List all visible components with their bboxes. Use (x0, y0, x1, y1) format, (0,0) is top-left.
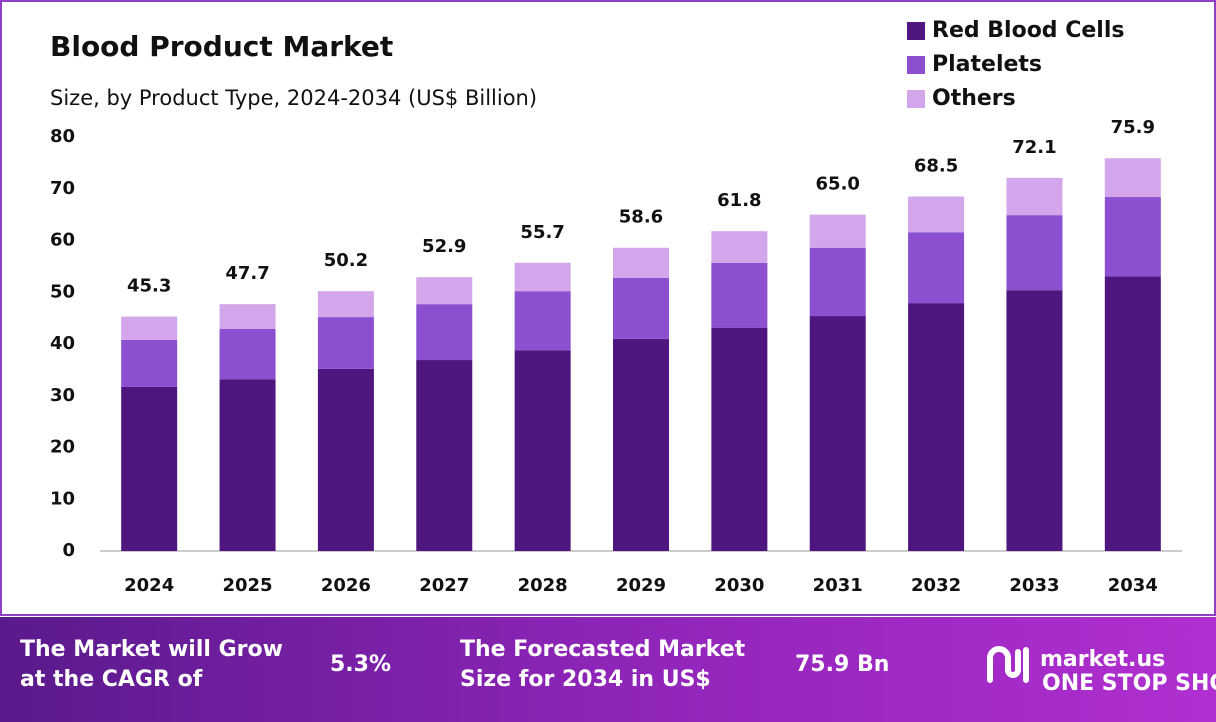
legend-label: Red Blood Cells (932, 18, 1124, 43)
bar-segment (219, 328, 276, 380)
forecast-text: The Forecasted Market (460, 637, 746, 662)
total-label: 65.0 (816, 174, 860, 195)
brand-logo (987, 646, 1029, 683)
bar-segment (908, 196, 965, 233)
bar-segment (809, 316, 866, 551)
bar-segment (1006, 215, 1063, 291)
x-tick-label: 2024 (124, 575, 174, 596)
bar-segment (219, 379, 276, 551)
legend-swatch (907, 22, 925, 40)
bar-segment (514, 350, 571, 551)
y-tick-label: 10 (50, 488, 75, 509)
bar-segment (317, 368, 374, 551)
brand-tagline: ONE STOP SHOP FOR THE REPORTS (1042, 671, 1216, 696)
bar-segment (121, 339, 178, 387)
legend-swatch (907, 90, 925, 108)
chart-subtitle: Size, by Product Type, 2024-2034 (US$ Bi… (50, 86, 537, 110)
total-label: 75.9 (1111, 117, 1155, 138)
x-tick-label: 2026 (321, 575, 371, 596)
bar-segment (219, 304, 276, 329)
bar-segment (711, 262, 768, 328)
bar-segment (908, 232, 965, 304)
bar-segment (121, 386, 178, 551)
bar-segment (416, 277, 473, 305)
total-label: 45.3 (127, 276, 171, 297)
total-label: 61.8 (717, 190, 761, 211)
bar-segment (1006, 290, 1063, 551)
cagr-text: The Market will Grow (20, 637, 283, 662)
y-tick-label: 80 (50, 126, 75, 147)
x-tick-label: 2032 (911, 575, 961, 596)
bar-segment (1104, 197, 1161, 277)
total-label: 58.6 (619, 207, 663, 228)
bar-segment (416, 360, 473, 551)
y-tick-label: 20 (50, 437, 75, 458)
bar-segment (1104, 276, 1161, 551)
y-tick-label: 40 (50, 333, 75, 354)
legend-swatch (907, 56, 925, 74)
chart-title: Blood Product Market (50, 30, 393, 63)
x-tick-label: 2027 (419, 575, 469, 596)
total-label: 72.1 (1012, 137, 1056, 158)
bar-segment (908, 303, 965, 551)
forecast-value: 75.9 Bn (795, 652, 889, 677)
cagr-value: 5.3% (330, 652, 391, 677)
cagr-text: at the CAGR of (20, 667, 203, 692)
legend-label: Platelets (932, 52, 1042, 77)
bar-segment (317, 317, 374, 369)
bar-segment (514, 291, 571, 351)
bar-segment (514, 262, 571, 292)
total-label: 68.5 (914, 156, 958, 177)
y-tick-label: 60 (50, 230, 75, 251)
bar-segment (317, 291, 374, 318)
forecast-text: Size for 2034 in US$ (460, 667, 711, 692)
x-tick-label: 2025 (222, 575, 272, 596)
bar-segment (1006, 177, 1063, 216)
bar-segment (416, 304, 473, 361)
x-tick-label: 2029 (616, 575, 666, 596)
x-tick-label: 2031 (813, 575, 863, 596)
footer-band (0, 617, 1216, 722)
y-tick-label: 50 (50, 281, 75, 302)
bar-segment (1104, 158, 1161, 198)
bar-segment (809, 247, 866, 317)
bar-segment (711, 231, 768, 263)
x-tick-label: 2030 (714, 575, 764, 596)
y-tick-label: 0 (62, 540, 75, 561)
total-label: 52.9 (422, 236, 466, 257)
bar-segment (613, 247, 669, 278)
x-tick-label: 2034 (1108, 575, 1158, 596)
total-label: 55.7 (520, 222, 564, 243)
x-tick-label: 2033 (1009, 575, 1059, 596)
bar-segment (613, 338, 669, 551)
total-label: 50.2 (324, 250, 368, 271)
y-tick-label: 30 (50, 385, 75, 406)
brand-name: market.us (1040, 647, 1165, 672)
bar-segment (711, 327, 768, 551)
legend-label: Others (932, 86, 1016, 111)
bar-segment (613, 277, 669, 339)
total-label: 47.7 (225, 263, 269, 284)
x-tick-label: 2028 (518, 575, 568, 596)
bar-segment (809, 214, 866, 248)
y-tick-label: 70 (50, 178, 75, 199)
bar-segment (121, 316, 178, 340)
